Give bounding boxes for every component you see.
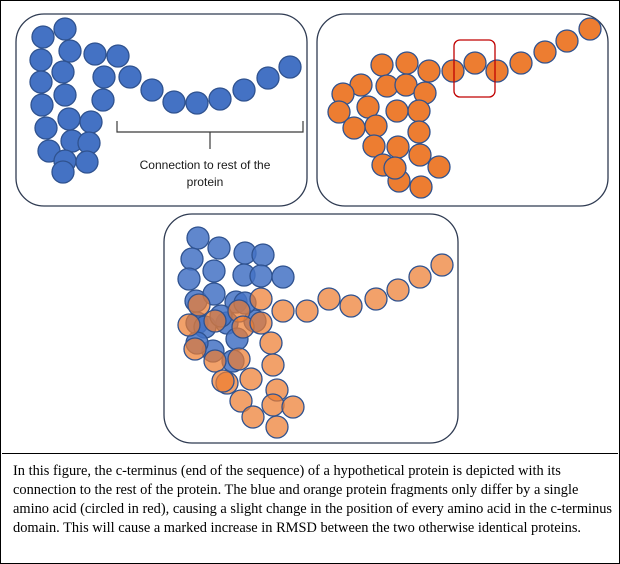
orange-amino-acid-20 <box>364 114 388 138</box>
overlay-orange-amino-acid-18 <box>227 347 251 371</box>
overlay-orange-amino-acid-5 <box>339 294 363 318</box>
overlay-blue-amino-acid-12 <box>271 265 295 289</box>
overlay-orange-amino-acid-2 <box>408 265 432 289</box>
overlay-orange-fragment <box>177 253 454 439</box>
overlay-orange-amino-acid-28 <box>265 415 289 439</box>
orange-amino-acid-25 <box>408 143 432 167</box>
overlay-orange-amino-acid-27 <box>241 405 265 429</box>
overlay-blue-amino-acid-9 <box>249 264 273 288</box>
orange-amino-acid-23 <box>386 135 410 159</box>
blue-amino-acid-17 <box>208 87 232 111</box>
connection-label-line1: Connection to rest of the <box>140 158 271 172</box>
orange-protein-fragment <box>327 17 602 199</box>
blue-amino-acid-6 <box>29 48 53 72</box>
blue-amino-acid-29 <box>51 160 75 184</box>
overlay-orange-amino-acid-19 <box>259 331 283 355</box>
blue-amino-acid-11 <box>53 83 77 107</box>
orange-amino-acid-7 <box>441 59 465 83</box>
orange-amino-acid-16 <box>407 99 431 123</box>
blue-amino-acid-22 <box>79 110 103 134</box>
orange-amino-acid-10 <box>370 53 394 77</box>
orange-amino-acid-3 <box>533 40 557 64</box>
orange-amino-acid-9 <box>395 51 419 75</box>
orange-amino-acid-17 <box>385 99 409 123</box>
overlay-orange-amino-acid-12 <box>177 313 201 337</box>
connection-bracket <box>116 121 304 149</box>
blue-amino-acid-2 <box>31 25 55 49</box>
orange-amino-acid-18 <box>327 100 351 124</box>
orange-amino-acid-4 <box>509 51 533 75</box>
blue-amino-acid-18 <box>232 78 256 102</box>
blue-amino-acid-14 <box>162 90 186 114</box>
blue-amino-acid-21 <box>57 107 81 131</box>
figure-diagram: Connection to rest of the protein <box>15 13 609 444</box>
mutation-highlight-box <box>453 39 496 98</box>
orange-amino-acid-24 <box>362 134 386 158</box>
blue-protein-fragment <box>29 17 302 184</box>
orange-amino-acid-28 <box>409 175 433 199</box>
blue-amino-acid-1 <box>53 17 77 41</box>
orange-amino-acid-5 <box>485 59 509 83</box>
overlay-blue-amino-acid-1 <box>186 226 210 250</box>
overlay-orange-amino-acid-25 <box>261 393 285 417</box>
overlay-orange-amino-acid-29 <box>211 369 235 393</box>
overlay-orange-amino-acid-16 <box>183 337 207 361</box>
blue-amino-acid-13 <box>91 88 115 112</box>
overlay-orange-amino-acid-3 <box>386 278 410 302</box>
overlay-orange-amino-acid-15 <box>249 311 273 335</box>
orange-amino-acid-26 <box>427 155 451 179</box>
overlay-orange-amino-acid-8 <box>271 299 295 323</box>
caption-box: In this figure, the c-terminus (end of t… <box>2 453 618 563</box>
overlay-orange-amino-acid-6 <box>317 287 341 311</box>
blue-amino-acid-10 <box>29 70 53 94</box>
blue-amino-acid-19 <box>256 66 280 90</box>
overlay-orange-amino-acid-4 <box>364 287 388 311</box>
overlay-orange-amino-acid-24 <box>229 389 253 413</box>
overlay-blue-amino-acid-3 <box>207 236 231 260</box>
blue-amino-acid-20 <box>278 55 302 79</box>
blue-amino-acid-8 <box>92 65 116 89</box>
blue-amino-acid-28 <box>75 150 99 174</box>
blue-amino-acid-16 <box>185 91 209 115</box>
blue-amino-acid-3 <box>58 39 82 63</box>
overlay-orange-amino-acid-21 <box>239 367 263 391</box>
blue-amino-acid-12 <box>140 78 164 102</box>
blue-amino-acid-23 <box>34 116 58 140</box>
overlay-orange-amino-acid-11 <box>203 309 227 333</box>
overlay-orange-amino-acid-17 <box>203 349 227 373</box>
orange-amino-acid-30 <box>383 156 407 180</box>
overlay-orange-amino-acid-26 <box>281 395 305 419</box>
figure-caption: In this figure, the c-terminus (end of t… <box>13 463 613 536</box>
overlay-blue-amino-acid-7 <box>202 259 226 283</box>
overlay-orange-amino-acid-7 <box>295 299 319 323</box>
overlay-orange-amino-acid-9 <box>249 287 273 311</box>
blue-amino-acid-4 <box>83 42 107 66</box>
orange-amino-acid-8 <box>417 59 441 83</box>
blue-amino-acid-9 <box>118 65 142 89</box>
overlay-orange-amino-acid-20 <box>261 353 285 377</box>
connection-label-line2: protein <box>187 175 224 189</box>
blue-amino-acid-7 <box>51 60 75 84</box>
overlay-blue-amino-acid-6 <box>177 267 201 291</box>
orange-amino-acid-6 <box>463 51 487 75</box>
blue-amino-acid-5 <box>106 44 130 68</box>
overlay-orange-amino-acid-1 <box>430 253 454 277</box>
orange-amino-acid-1 <box>578 17 602 41</box>
overlay-blue-amino-acid-5 <box>251 243 275 267</box>
overlay-blue-amino-acid-2 <box>180 247 204 271</box>
orange-amino-acid-22 <box>407 120 431 144</box>
overlay-orange-amino-acid-13 <box>187 293 211 317</box>
blue-amino-acid-15 <box>30 93 54 117</box>
orange-amino-acid-2 <box>555 29 579 53</box>
orange-amino-acid-21 <box>342 116 366 140</box>
